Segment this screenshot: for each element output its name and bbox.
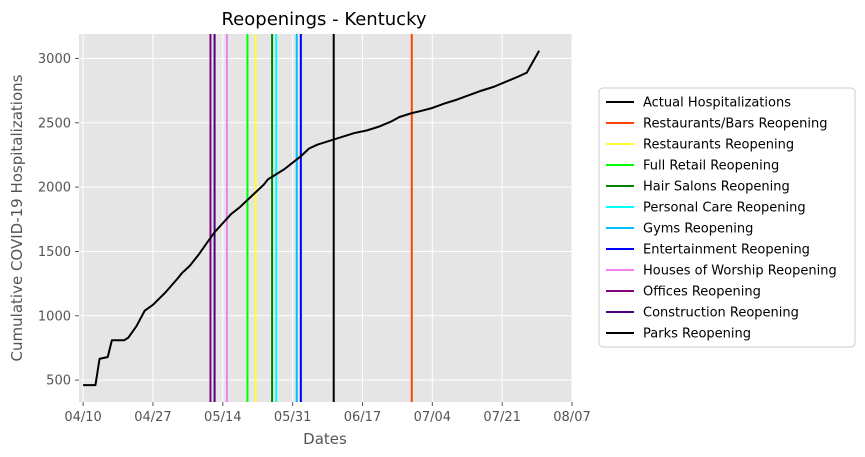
legend-label: Restaurants Reopening xyxy=(643,138,794,153)
y-tick-label: 2500 xyxy=(38,116,71,131)
x-tick-label: 05/31 xyxy=(274,410,311,425)
legend-label: Houses of Worship Reopening xyxy=(643,264,837,279)
x-tick-label: 04/10 xyxy=(64,410,101,425)
y-tick-label: 1000 xyxy=(38,309,71,324)
legend-label: Personal Care Reopening xyxy=(643,201,806,216)
legend-label: Construction Reopening xyxy=(643,306,799,321)
legend-label: Actual Hospitalizations xyxy=(643,96,791,111)
legend-label: Restaurants/Bars Reopening xyxy=(643,117,827,132)
legend-box xyxy=(598,87,856,348)
x-tick-label: 08/07 xyxy=(553,410,590,425)
series-line xyxy=(83,50,541,387)
y-axis-ticks: 500 1000 1500 2000 2500 3000 xyxy=(38,52,79,389)
grid xyxy=(79,34,573,402)
y-tick-label: 1500 xyxy=(38,245,71,260)
x-tick-label: 05/14 xyxy=(204,410,241,425)
legend-label: Offices Reopening xyxy=(643,285,761,300)
chart-title: Reopenings - Kentucky xyxy=(221,9,426,30)
legend-label: Gyms Reopening xyxy=(643,222,753,237)
legend-label: Hair Salons Reopening xyxy=(643,180,790,195)
x-tick-label: 07/21 xyxy=(483,410,520,425)
x-axis-label: Dates xyxy=(303,430,347,448)
y-tick-label: 3000 xyxy=(38,52,71,67)
y-tick-label: 500 xyxy=(46,374,71,389)
plot-area xyxy=(79,34,572,402)
x-tick-label: 07/04 xyxy=(414,410,451,425)
legend: Actual Hospitalizations Restaurants/Bars … xyxy=(598,87,856,348)
x-tick-label: 04/27 xyxy=(134,410,171,425)
legend-label: Full Retail Reopening xyxy=(643,159,779,174)
x-tick-label: 06/17 xyxy=(344,410,381,425)
series-lines xyxy=(83,50,541,387)
y-tick-label: 2000 xyxy=(38,181,71,196)
legend-label: Parks Reopening xyxy=(643,327,751,342)
legend-label: Entertainment Reopening xyxy=(643,243,810,258)
x-axis-ticks: 04/10 04/27 05/14 05/31 06/17 07/04 07/21 08/07 xyxy=(64,402,591,425)
y-axis-label: Cumulative COVID-19 Hospitalizations xyxy=(8,74,26,361)
